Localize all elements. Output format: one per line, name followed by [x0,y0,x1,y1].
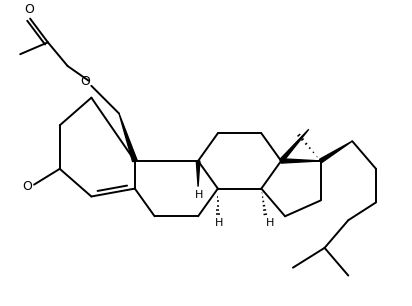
Polygon shape [281,159,321,163]
Polygon shape [119,114,137,162]
Text: O: O [24,3,34,17]
Polygon shape [320,141,352,162]
Text: H: H [215,218,223,228]
Text: O: O [22,180,32,193]
Text: H: H [266,218,274,228]
Text: H: H [195,190,203,200]
Polygon shape [280,129,309,162]
Text: O: O [80,75,90,88]
Polygon shape [196,161,200,187]
